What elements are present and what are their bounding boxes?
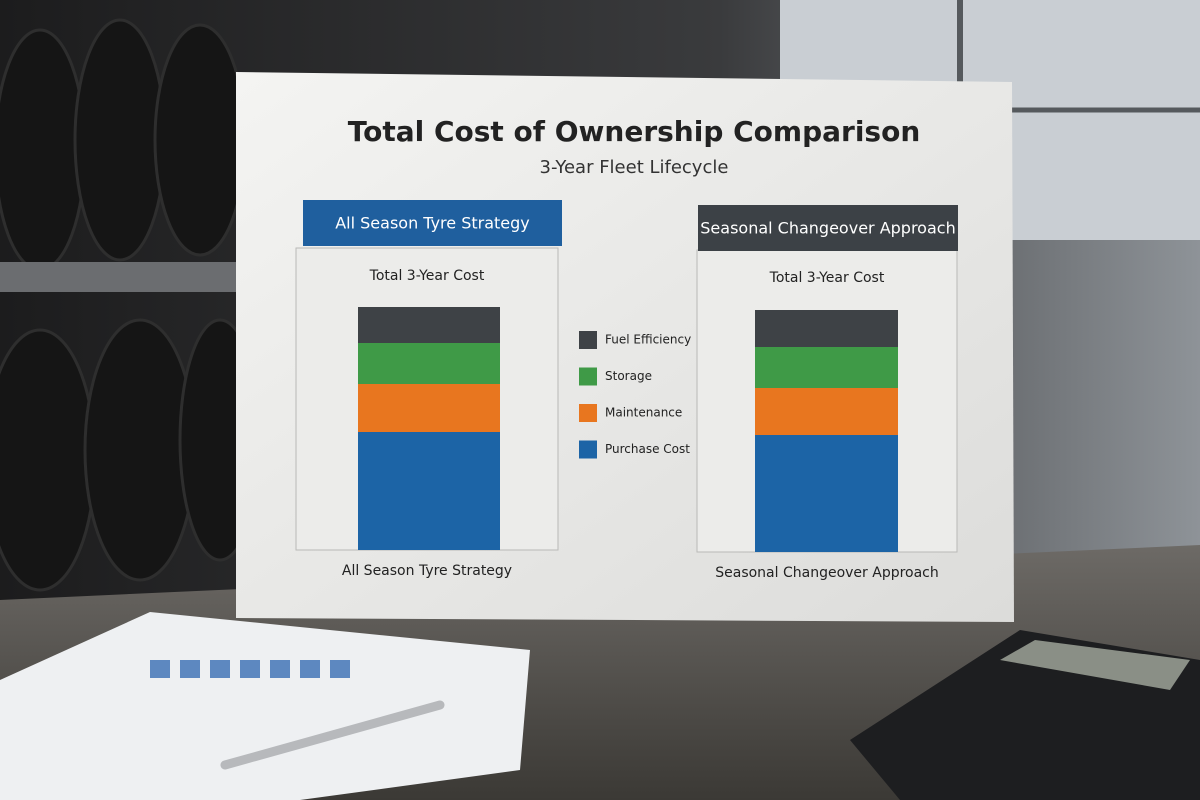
chart: All Season Tyre Strategy Total 3-Year Cos… — [295, 200, 958, 581]
shelf — [0, 262, 245, 292]
legend-label: Purchase Cost — [605, 442, 690, 456]
bar-segment — [755, 435, 898, 552]
panel-header — [698, 205, 958, 251]
chart-subtitle: 3-Year Fleet Lifecycle — [540, 157, 729, 178]
legend-swatch — [579, 331, 597, 349]
legend-swatch — [579, 440, 597, 459]
bar-segment — [358, 384, 500, 432]
bar-segment — [755, 388, 898, 435]
report-paper — [0, 612, 530, 800]
panel-header-text: Seasonal Changeover Approach — [700, 219, 955, 238]
panel-label: Total 3-Year Cost — [769, 270, 885, 286]
x-tick-label: Seasonal Changeover Approach — [715, 565, 939, 581]
chart-title: Total Cost of Ownership Comparison — [348, 115, 921, 148]
x-tick-label: All Season Tyre Strategy — [342, 563, 512, 579]
report-bars — [150, 660, 350, 678]
bar-segment — [755, 347, 898, 388]
legend-label: Fuel Efficiency — [605, 333, 691, 347]
legend-label: Maintenance — [605, 406, 682, 420]
legend-swatch — [579, 404, 597, 422]
bar-segment — [358, 343, 500, 384]
bar-segment — [755, 310, 898, 347]
bar-segment — [358, 432, 500, 550]
legend-swatch — [579, 367, 597, 386]
pen — [220, 700, 445, 770]
panel-header — [303, 200, 562, 246]
panel-header-text: All Season Tyre Strategy — [335, 214, 530, 233]
panel-label: Total 3-Year Cost — [369, 268, 485, 284]
calculator-screen — [1000, 640, 1190, 690]
legend-label: Storage — [605, 369, 652, 383]
bar-segment — [358, 307, 500, 343]
